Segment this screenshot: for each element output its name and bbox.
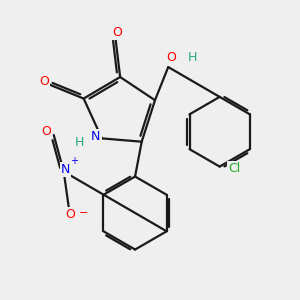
Text: O: O [39, 76, 49, 88]
Text: +: + [70, 156, 78, 166]
Text: Cl: Cl [229, 162, 241, 175]
Text: H: H [75, 136, 84, 149]
Text: N: N [91, 130, 101, 143]
Text: N: N [61, 164, 70, 176]
Text: H: H [188, 51, 197, 64]
Text: −: − [79, 208, 88, 218]
Text: O: O [112, 26, 122, 39]
Text: O: O [41, 125, 51, 138]
Text: O: O [167, 51, 176, 64]
Text: O: O [65, 208, 75, 221]
